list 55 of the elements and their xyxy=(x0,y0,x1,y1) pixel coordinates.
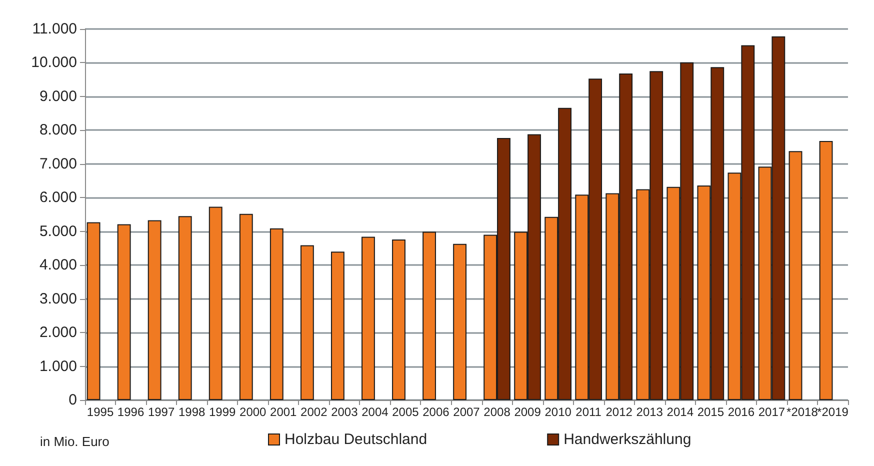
x-tick-label: 1996 xyxy=(117,405,144,419)
y-tick-label: 10.000 xyxy=(31,54,77,72)
y-tick-label: 3.000 xyxy=(39,290,77,308)
x-tick-label: 2011 xyxy=(576,405,602,419)
bar xyxy=(117,224,131,400)
bar xyxy=(300,245,314,400)
x-tick-label: *2019 xyxy=(817,405,849,419)
x-tick-label: 2007 xyxy=(453,405,480,419)
y-tick-label: 6.000 xyxy=(39,189,77,206)
x-tick-label: 2006 xyxy=(422,405,450,419)
bar xyxy=(330,252,344,400)
y-tick-label: 4.000 xyxy=(39,256,77,274)
x-tick-label: 1995 xyxy=(86,405,114,419)
bar xyxy=(148,220,162,400)
x-tick-label: 2004 xyxy=(362,405,389,419)
bar xyxy=(239,214,253,400)
bar xyxy=(392,239,406,400)
legend-label: Handwerkszählung xyxy=(564,431,692,448)
y-tick-label: 1.000 xyxy=(39,358,77,375)
x-tick-label: 2008 xyxy=(484,405,511,419)
x-tick-label: 1997 xyxy=(148,405,175,419)
legend-label: Holzbau Deutschland xyxy=(284,431,428,448)
bar xyxy=(788,151,802,400)
bar xyxy=(208,206,222,400)
bar xyxy=(86,222,100,400)
x-tick-label: 2016 xyxy=(728,405,755,419)
text: in Mio. Euro xyxy=(40,434,110,449)
x-tick-label: 2001 xyxy=(270,405,298,419)
x-tick-label: 2000 xyxy=(240,405,267,419)
y-tick-label: 8.000 xyxy=(39,122,77,139)
bar xyxy=(270,228,284,400)
y-tick-label: 2.000 xyxy=(39,324,77,342)
x-tick-label: 2005 xyxy=(392,405,420,419)
x-tick-label: 1998 xyxy=(178,405,206,419)
bar xyxy=(178,216,192,400)
y-tick-label: 5.000 xyxy=(39,222,77,240)
x-tick-label: 1999 xyxy=(208,405,236,419)
x-tick-label: 2014 xyxy=(666,405,694,419)
y-tick-label: 11.000 xyxy=(32,20,77,38)
bar xyxy=(362,236,375,400)
x-tick-label: *2018 xyxy=(786,405,818,419)
bar xyxy=(819,140,833,400)
x-tick-label: 2017 xyxy=(758,405,786,419)
y-tick-label: 0 xyxy=(68,392,77,408)
y-tick-label: 7.000 xyxy=(39,155,77,172)
x-tick-label: 2013 xyxy=(636,405,664,419)
x-tick-label: 2002 xyxy=(300,405,328,419)
x-tick-label: 2010 xyxy=(544,405,572,419)
x-tick-label: 2003 xyxy=(331,405,358,419)
x-tick-label: 2009 xyxy=(514,405,542,419)
y-tick-label: 9.000 xyxy=(39,88,77,105)
bar xyxy=(422,232,436,400)
x-tick-label: 2015 xyxy=(697,405,724,419)
bar xyxy=(453,244,466,400)
x-tick-label: 2012 xyxy=(606,405,633,419)
